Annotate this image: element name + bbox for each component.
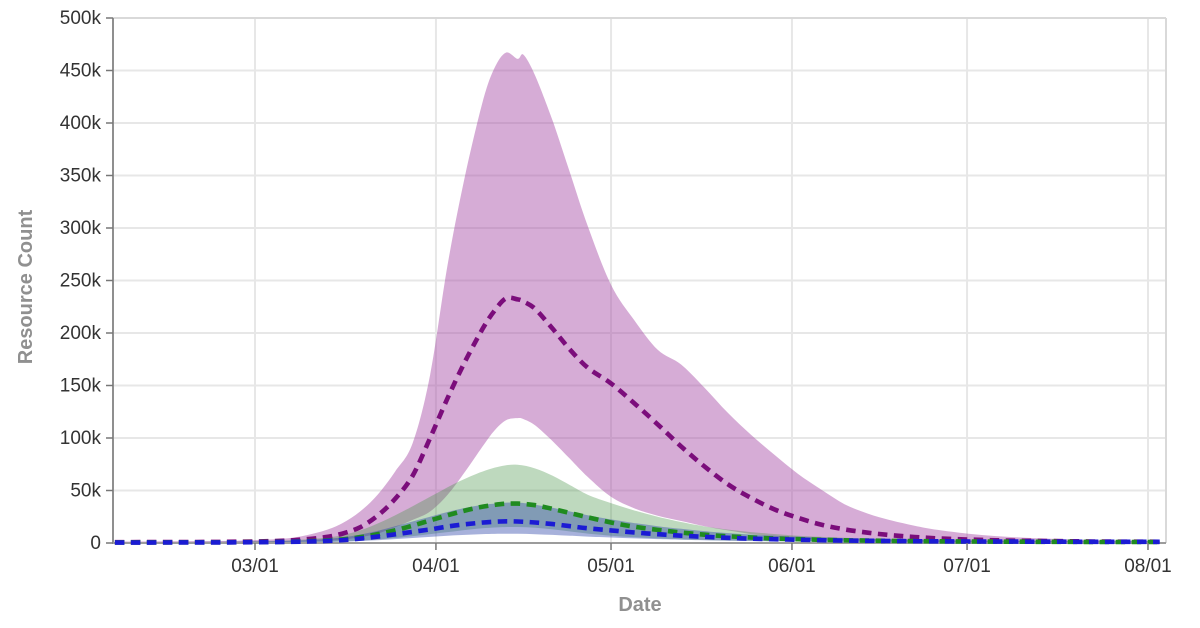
x-axis-title: Date [618,594,661,616]
x-tick-label: 05/01 [587,556,635,577]
gridlines [113,18,1166,543]
y-tick-label: 450k [60,61,102,82]
x-tick-label: 04/01 [412,556,460,577]
y-tick-label: 300k [60,218,102,239]
x-tick-label: 06/01 [768,556,816,577]
y-tick-label: 0 [90,533,101,554]
mean-lines [114,295,1160,545]
tick-labels: 0 50k 100k 150k 200k 250k 300k 350k 400k 450k 500k… [60,8,1172,577]
y-tick-label: 250k [60,271,102,292]
tick-marks [106,17,1149,550]
y-tick-label: 100k [60,428,102,449]
y-tick-label: 350k [60,166,102,187]
y-tick-label: 400k [60,113,102,134]
y-tick-label: 200k [60,323,102,344]
y-axis-title: Resource Count [15,209,37,364]
purple-confidence-band [114,52,1160,543]
y-tick-label: 150k [60,376,102,397]
plot-border [113,17,1167,543]
confidence-bands [114,52,1160,543]
y-tick-label: 50k [70,481,101,502]
blue-mean-line [114,519,1160,545]
x-tick-label: 07/01 [943,556,991,577]
x-tick-label: 08/01 [1124,556,1172,577]
purple-mean-line [114,295,1160,545]
y-tick-label: 500k [60,8,102,29]
x-tick-label: 03/01 [231,556,279,577]
